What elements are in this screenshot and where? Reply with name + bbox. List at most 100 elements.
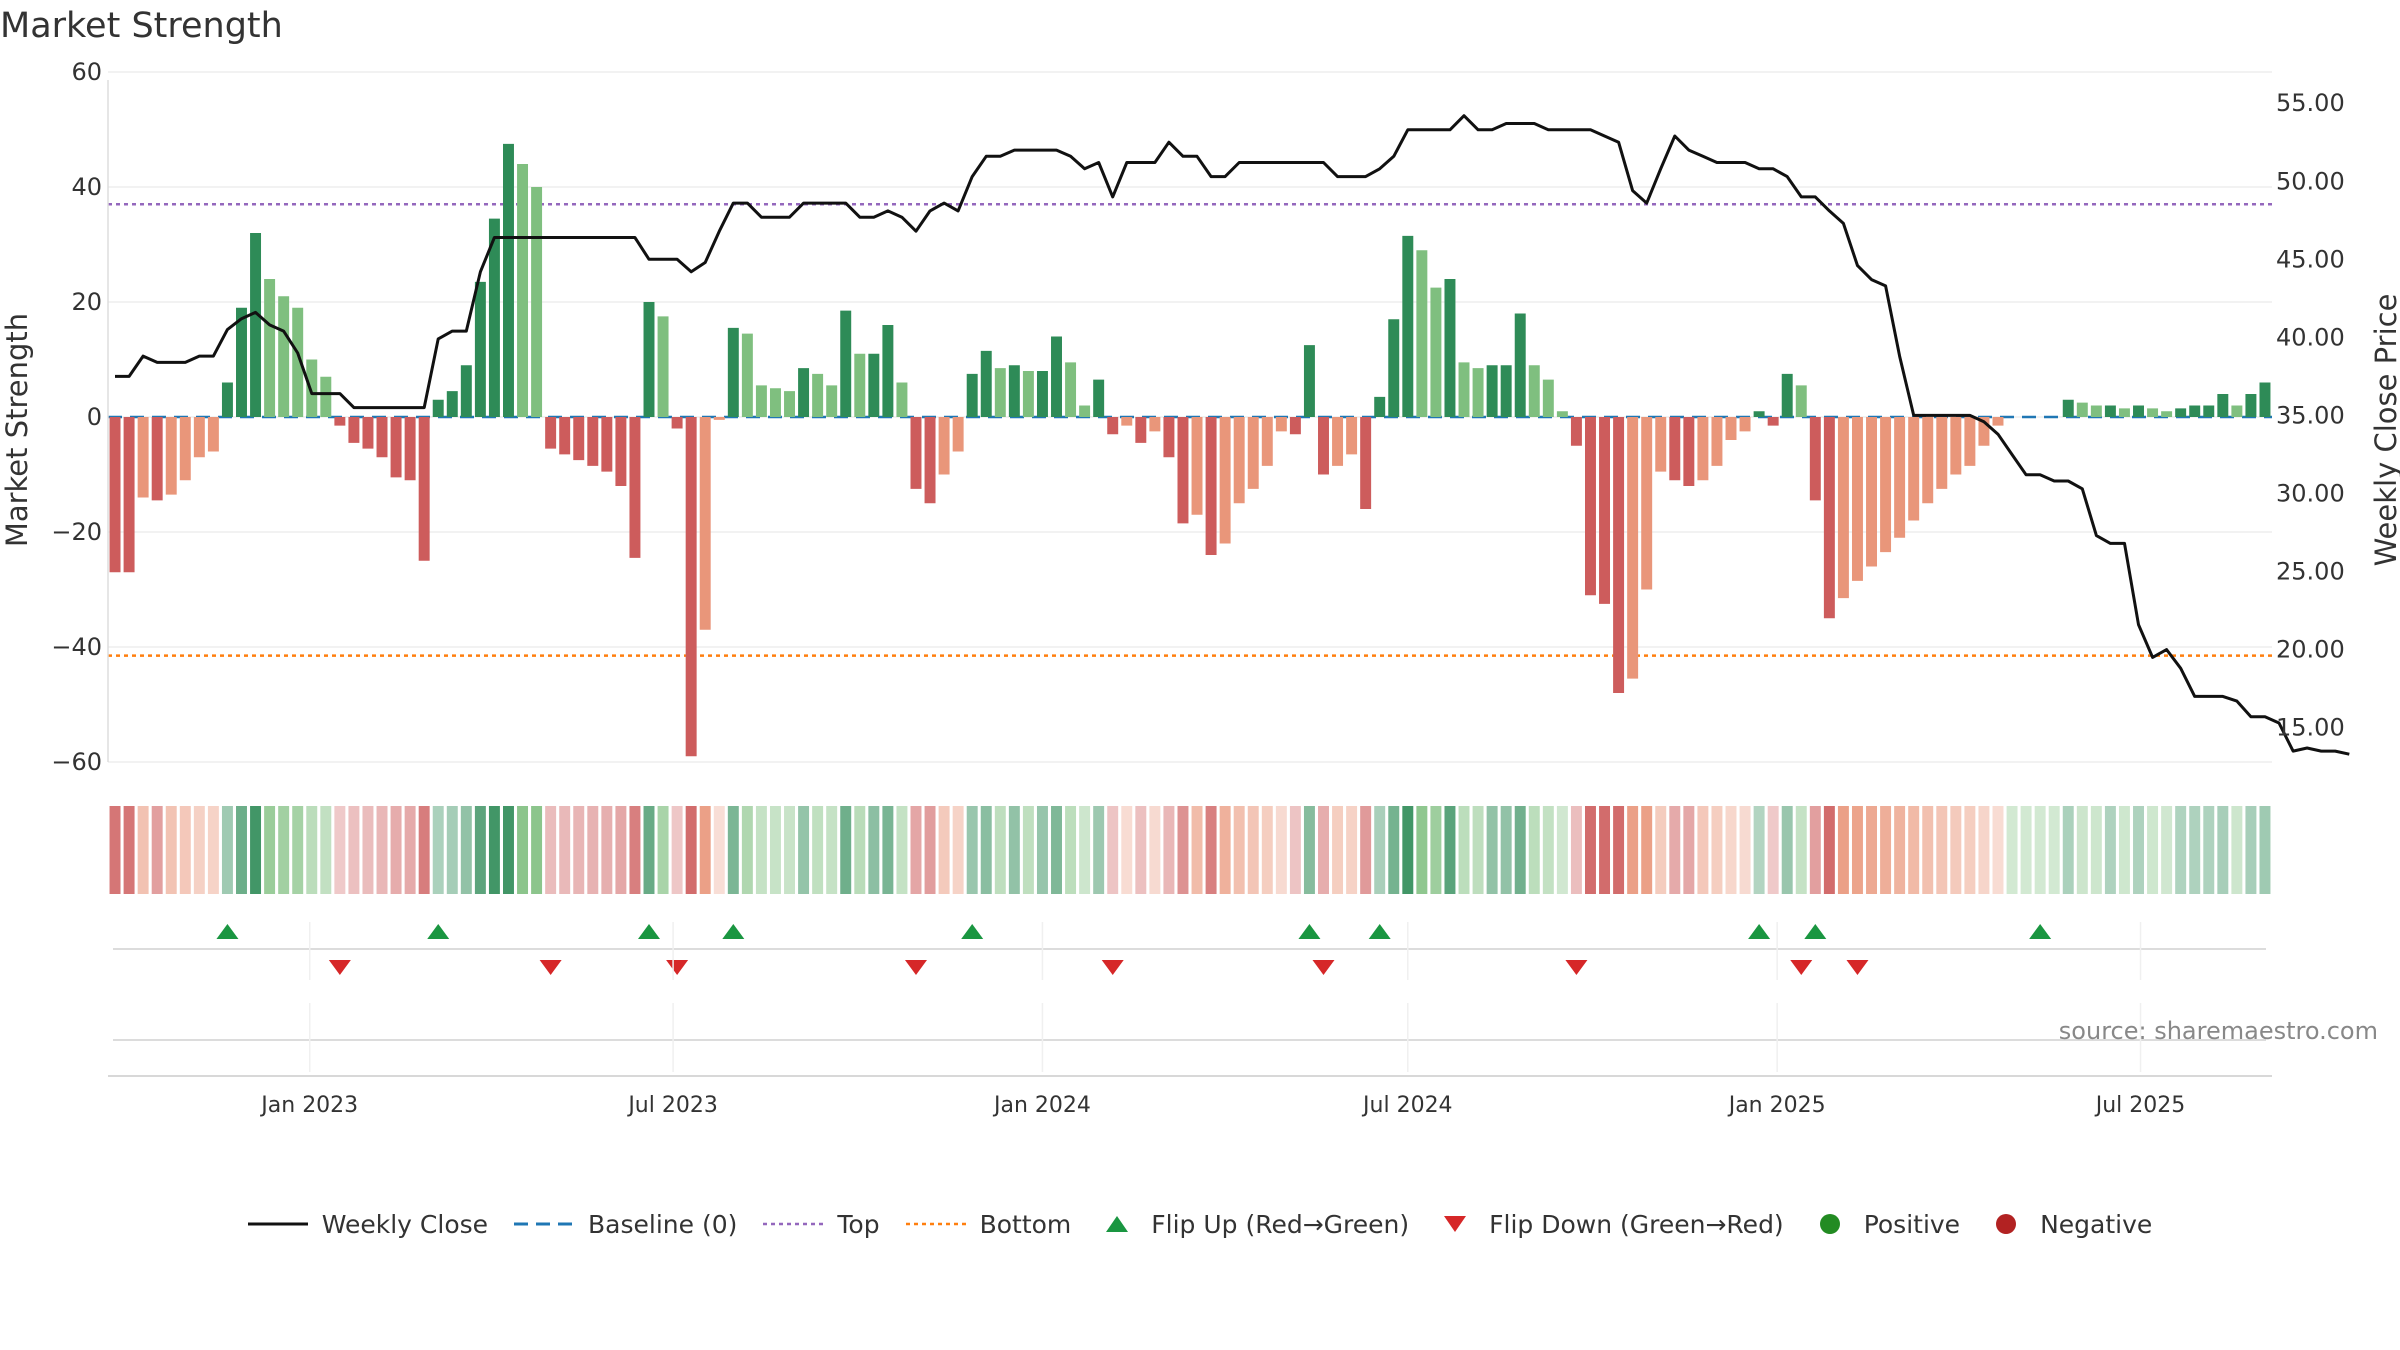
regime-cell — [1486, 806, 1498, 894]
regime-cell — [2231, 806, 2243, 894]
y2-tick-label: 25.00 — [2276, 558, 2345, 586]
regime-cell — [446, 806, 458, 894]
regime-cell — [503, 806, 514, 894]
legend-item-positive: Positive — [1810, 1210, 1960, 1239]
regime-cell — [2034, 806, 2046, 894]
strength-bar — [601, 417, 613, 472]
regime-cell — [2189, 806, 2201, 894]
strength-bar — [1978, 417, 1990, 446]
regime-cell — [2020, 806, 2032, 894]
regime-cell — [1922, 806, 1934, 894]
regime-cell — [741, 806, 753, 894]
strength-bar — [1458, 362, 1470, 417]
strength-bar — [1894, 417, 1906, 538]
regime-cell — [1205, 806, 1217, 894]
flip-down-marker — [1846, 960, 1869, 975]
strength-bar — [334, 417, 346, 426]
regime-cell — [1851, 806, 1863, 894]
flip-up-marker — [427, 924, 450, 939]
regime-cell — [1472, 806, 1484, 894]
regime-cell — [362, 806, 374, 894]
flip-down-marker — [1565, 960, 1588, 975]
regime-cell — [1514, 806, 1526, 894]
strength-bar — [1992, 417, 2004, 426]
regime-cell — [264, 806, 276, 894]
strength-bar — [2189, 405, 2201, 417]
flip-up-marker — [1368, 924, 1391, 939]
y-tick-label: 60 — [71, 58, 102, 86]
regime-cell — [826, 806, 838, 894]
legend-label: Flip Down (Green→Red) — [1489, 1209, 1784, 1239]
regime-cell — [390, 806, 402, 894]
y2-tick-label: 35.00 — [2276, 401, 2345, 429]
strength-bar — [460, 365, 472, 417]
regime-cell — [207, 806, 219, 894]
regime-cell — [812, 806, 824, 894]
regime-cell — [1065, 806, 1077, 894]
regime-cell — [798, 806, 810, 894]
x-axis: Jan 2023 Jul 2023 Jan 2024 Jul 2024 Jan 2025… — [108, 922, 2272, 1118]
strength-bar — [1233, 417, 1245, 504]
regime-cell — [1795, 806, 1807, 894]
regime-cell — [2076, 806, 2088, 894]
strength-bar — [1402, 235, 1414, 417]
legend-label: Baseline (0) — [588, 1209, 738, 1239]
strength-bar — [1191, 417, 1203, 515]
legend-item-close: Weekly Close — [247, 1210, 488, 1239]
strength-bar — [671, 417, 683, 429]
regime-cell — [699, 806, 711, 894]
regime-cell — [1978, 806, 1990, 894]
regime-cell — [1627, 806, 1639, 894]
regime-cell — [1725, 806, 1737, 894]
strength-bar — [1121, 417, 1133, 426]
flip-down-marker — [1101, 960, 1124, 975]
strength-bar — [278, 296, 290, 417]
strength-bar — [896, 382, 908, 417]
strength-bar — [2076, 402, 2088, 417]
regime-cell — [727, 806, 739, 894]
regime-cell — [306, 806, 318, 894]
strength-bar — [1753, 411, 1765, 417]
regime-cell — [685, 806, 697, 894]
strength-bar — [2062, 399, 2074, 417]
regime-cell — [882, 806, 894, 894]
strength-bar — [545, 417, 557, 449]
regime-cell — [1219, 806, 1231, 894]
y-tick-label: −40 — [51, 633, 102, 661]
regime-cell — [1570, 806, 1582, 894]
regime-cell — [601, 806, 613, 894]
regime-cell — [165, 806, 177, 894]
strength-bar — [348, 417, 360, 443]
regime-cell — [1275, 806, 1287, 894]
triangle-down-icon — [1444, 1216, 1467, 1232]
strength-bar — [1444, 279, 1456, 417]
regime-cell — [840, 806, 852, 894]
flip-down-marker — [1312, 960, 1335, 975]
regime-cell — [2175, 806, 2187, 894]
y2-tick-label: 20.00 — [2276, 636, 2345, 664]
regime-cell — [2245, 806, 2257, 894]
regime-cell — [292, 806, 304, 894]
flip-up-marker — [216, 924, 239, 939]
strength-bar — [123, 417, 135, 573]
regime-cell — [1697, 806, 1709, 894]
strength-bar — [1866, 417, 1877, 567]
strength-bar — [1107, 417, 1119, 435]
regime-cell — [1936, 806, 1948, 894]
strength-bar — [1388, 319, 1400, 417]
legend-label: Bottom — [979, 1209, 1072, 1239]
strength-bar — [193, 417, 205, 458]
flip-up-marker — [2029, 924, 2052, 939]
strength-bar — [741, 333, 753, 417]
regime-cell — [910, 806, 922, 894]
regime-cell — [1247, 806, 1259, 894]
strength-bars — [109, 143, 2271, 757]
dashed-line-icon — [514, 1222, 575, 1226]
regime-cell — [2118, 806, 2130, 894]
strength-bar — [1247, 417, 1259, 489]
flip-up-marker — [1748, 924, 1771, 939]
regime-cell — [236, 806, 247, 894]
strength-bar — [840, 310, 852, 417]
strength-bar — [1374, 396, 1386, 417]
